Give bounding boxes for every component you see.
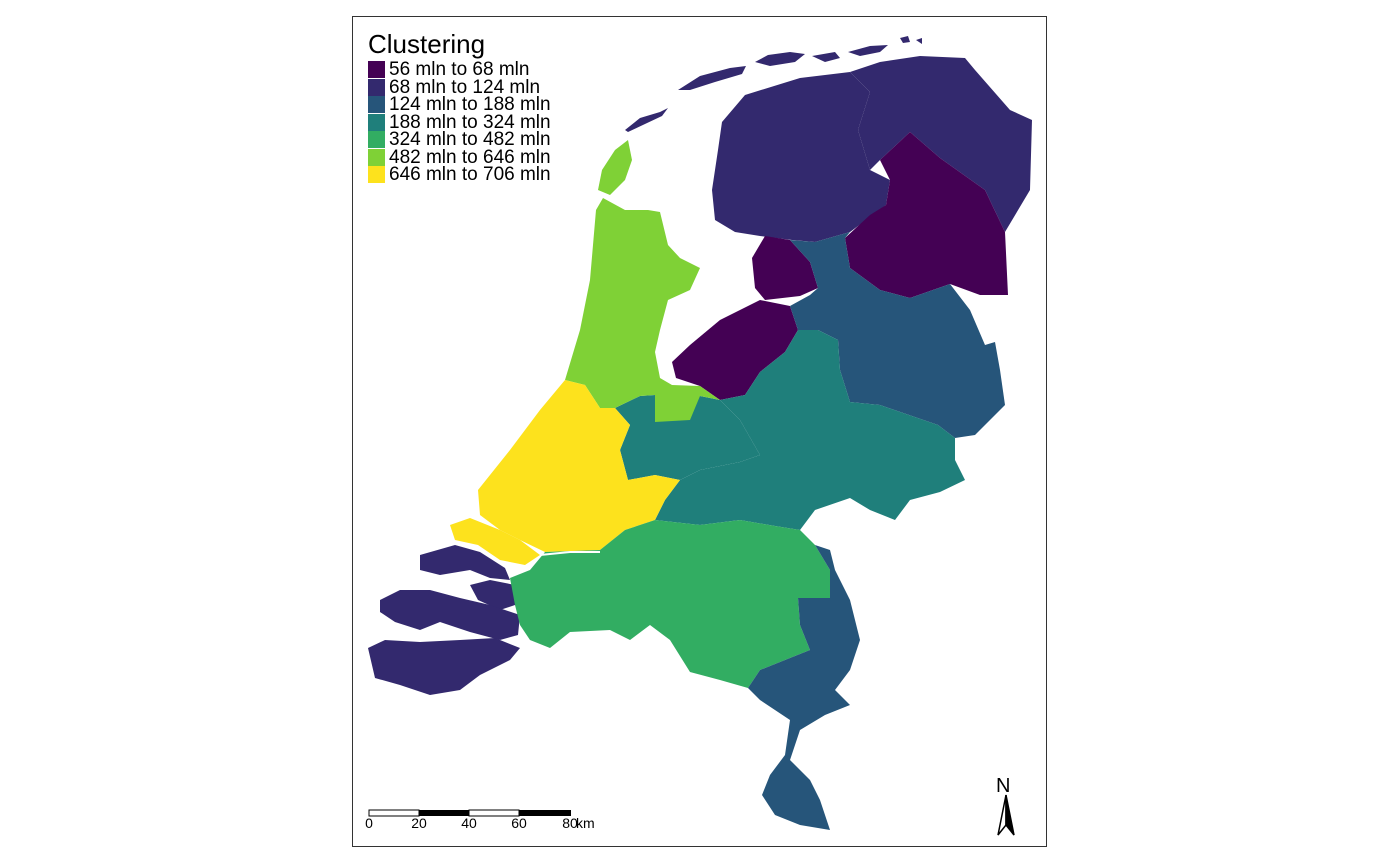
scale-tick-label: 60 — [511, 815, 527, 831]
wadden-island — [900, 36, 910, 43]
scale-tick-label: 0 — [365, 815, 373, 831]
region-utrecht — [615, 395, 760, 480]
legend-label: 56 mln to 68 mln — [389, 59, 530, 81]
legend-swatch — [368, 148, 385, 166]
legend-swatch — [368, 166, 385, 184]
region-flevoland — [672, 300, 798, 400]
legend-label: 124 mln to 188 mln — [389, 94, 551, 116]
legend-item: 56 mln to 68 mln — [368, 59, 551, 81]
region-zuid-holland — [478, 380, 680, 552]
legend-swatch — [368, 113, 385, 131]
legend: Clustering 56 mln to 68 mln 68 mln to 12… — [368, 30, 551, 184]
legend-item: 482 mln to 646 mln — [368, 146, 551, 168]
legend-swatch — [368, 96, 385, 114]
scale-tick-label: 40 — [461, 815, 477, 831]
region-texel — [598, 140, 632, 195]
legend-swatch — [368, 131, 385, 149]
region-zeeland-walcheren — [380, 590, 520, 640]
wadden-island — [848, 45, 888, 56]
region-friesland — [712, 72, 890, 242]
region-gelderland — [655, 330, 965, 530]
legend-label: 646 mln to 706 mln — [389, 164, 551, 186]
region-zeeland-flanders — [368, 638, 520, 695]
river — [539, 551, 600, 556]
legend-label: 482 mln to 646 mln — [389, 146, 551, 168]
region-groningen — [850, 56, 1032, 232]
legend-item: 68 mln to 124 mln — [368, 76, 551, 98]
legend-title: Clustering — [368, 29, 486, 59]
wadden-island — [625, 108, 668, 132]
map-frame — [352, 16, 1047, 847]
scale-tick-label: 80 — [562, 815, 578, 831]
legend-item: 188 mln to 324 mln — [368, 111, 551, 133]
region-zeeland-tholen — [470, 580, 515, 610]
legend-item: 646 mln to 706 mln — [368, 164, 551, 186]
scale-tick-label: 20 — [411, 815, 427, 831]
region-noordoostpolder — [752, 236, 818, 300]
region-noord-brabant — [510, 520, 830, 688]
wadden-island — [916, 38, 922, 44]
wadden-island — [678, 66, 746, 90]
legend-swatch — [368, 78, 385, 96]
north-arrow — [997, 794, 1015, 836]
scale-bar — [368, 809, 571, 817]
legend-label: 324 mln to 482 mln — [389, 129, 551, 151]
legend-label: 68 mln to 124 mln — [389, 76, 541, 98]
legend-label: 188 mln to 324 mln — [389, 111, 551, 133]
legend-item: 324 mln to 482 mln — [368, 129, 551, 151]
wadden-island — [755, 52, 805, 66]
region-zeeland-schouwen — [420, 545, 510, 580]
scale-unit: km — [576, 815, 595, 831]
north-label: N — [996, 775, 1011, 797]
region-overijssel — [790, 232, 1005, 438]
region-noord-holland — [565, 198, 720, 422]
region-drenthe — [845, 132, 1008, 298]
wadden-island — [812, 52, 840, 62]
region-goeree — [450, 518, 540, 565]
legend-item: 124 mln to 188 mln — [368, 94, 551, 116]
legend-swatch — [368, 61, 385, 79]
region-limburg — [748, 530, 860, 830]
